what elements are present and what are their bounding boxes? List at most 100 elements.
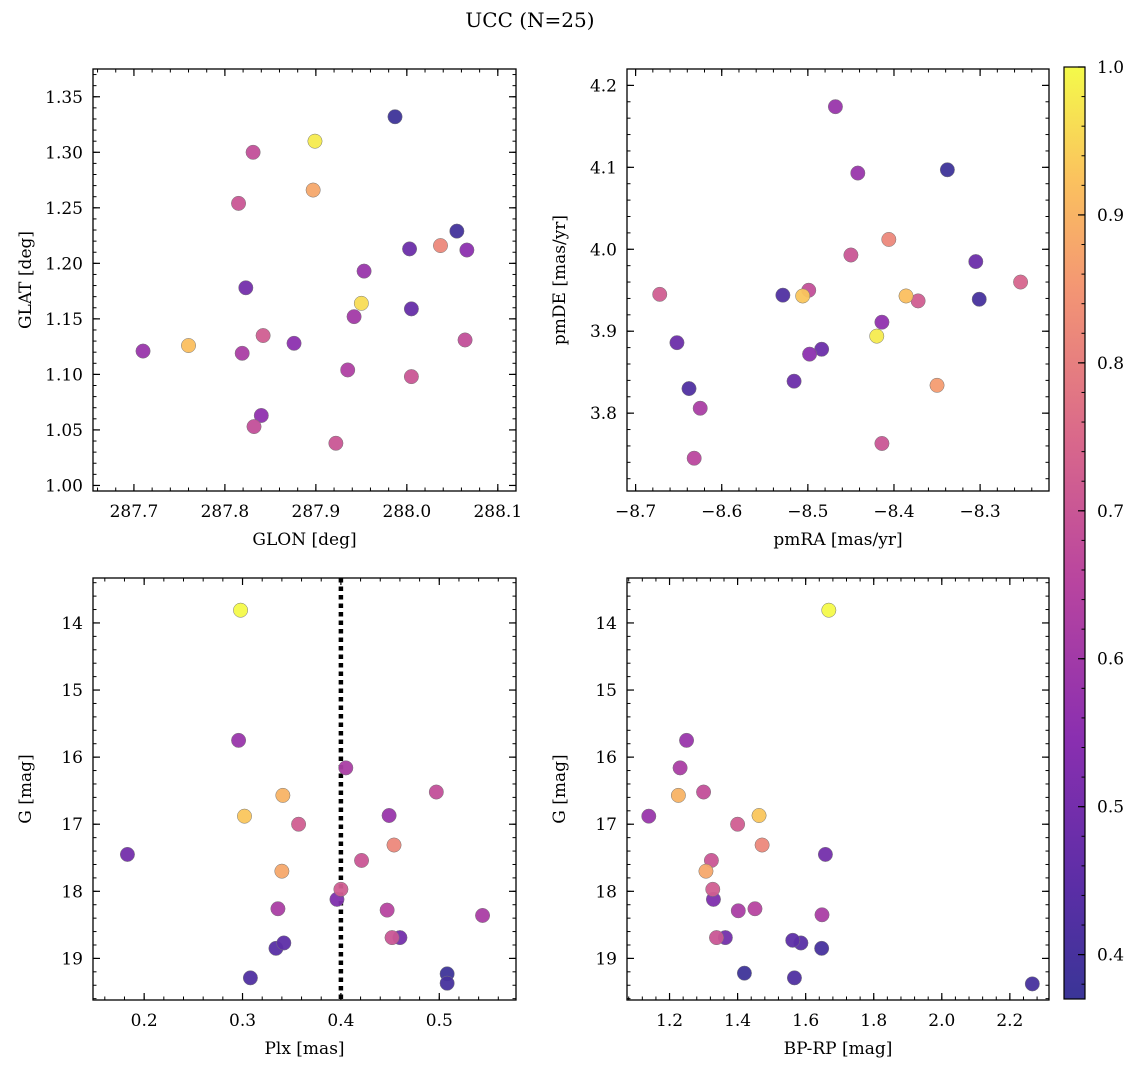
scatter-point bbox=[387, 109, 403, 125]
x-tick-label: −8.7 bbox=[615, 502, 656, 522]
scatter-point bbox=[696, 784, 712, 800]
scatter-point bbox=[786, 373, 802, 389]
scatter-point bbox=[403, 301, 419, 317]
scatter-point bbox=[245, 144, 261, 160]
scatter-point bbox=[119, 846, 135, 862]
scatter-point bbox=[754, 837, 770, 853]
scatter-point bbox=[274, 863, 290, 879]
scatter-point bbox=[705, 881, 721, 897]
scatter-point bbox=[346, 309, 362, 325]
y-tick-label: 1.15 bbox=[45, 310, 83, 330]
y-tick-label: 1.35 bbox=[45, 88, 83, 108]
y-tick-label: 16 bbox=[61, 748, 83, 768]
colorbar: 0.4 0.5 0.6 0.7 0.8 0.9 1.0 bbox=[1063, 58, 1124, 1000]
colorbar-frame bbox=[1063, 66, 1086, 1000]
x-axis-label: Plx [mas] bbox=[264, 1039, 344, 1059]
scatter-point bbox=[869, 328, 885, 344]
plot-frame bbox=[92, 68, 517, 492]
figure-title: UCC (N=25) bbox=[465, 8, 595, 32]
x-tick-label: 0.3 bbox=[229, 1011, 256, 1031]
x-tick-label: 1.6 bbox=[792, 1011, 819, 1031]
x-tick-label: −8.6 bbox=[701, 502, 742, 522]
scatter-point bbox=[670, 787, 686, 803]
y-axis-label: G [mag] bbox=[550, 754, 570, 823]
scatter-point bbox=[428, 784, 444, 800]
scatter-point bbox=[403, 369, 419, 385]
x-tick-label: 0.5 bbox=[426, 1011, 453, 1031]
y-tick-label: 1.30 bbox=[45, 143, 83, 163]
x-axis-label: BP-RP [mag] bbox=[784, 1039, 893, 1059]
scatter-point bbox=[354, 853, 370, 868]
x-tick-label: 1.4 bbox=[724, 1011, 751, 1031]
scatter-point bbox=[356, 263, 372, 279]
colorbar-gradient bbox=[1064, 67, 1085, 999]
y-tick-label: 4.0 bbox=[590, 240, 617, 260]
scatter-point bbox=[971, 291, 987, 307]
scatter-point bbox=[238, 280, 254, 296]
scatter-point bbox=[929, 377, 945, 393]
scatter-point bbox=[439, 975, 455, 991]
y-tick-label: 1.10 bbox=[45, 365, 83, 385]
scatter-point bbox=[692, 400, 708, 416]
scatter-point bbox=[786, 970, 802, 986]
scatter-point bbox=[698, 863, 714, 879]
y-tick-label: 1.25 bbox=[45, 199, 83, 219]
scatter-point bbox=[475, 908, 491, 923]
x-tick-label: −8.5 bbox=[787, 502, 828, 522]
x-tick-label: 1.2 bbox=[656, 1011, 683, 1031]
y-axis-label: GLAT [deg] bbox=[16, 231, 36, 329]
x-tick-label: 287.9 bbox=[292, 502, 341, 522]
scatter-point bbox=[234, 345, 250, 361]
y-tick-label: 19 bbox=[61, 949, 83, 969]
scatter-point bbox=[379, 902, 395, 918]
colorbar-tick-label: 0.6 bbox=[1097, 650, 1124, 670]
scatter-point bbox=[242, 970, 258, 986]
scatter-point bbox=[291, 816, 307, 832]
x-tick-label: 288.1 bbox=[473, 502, 522, 522]
scatter-point bbox=[669, 335, 685, 351]
y-tick-label: 14 bbox=[595, 614, 617, 634]
scatter-point bbox=[968, 254, 984, 270]
scatter-point bbox=[1024, 976, 1040, 992]
scatter-point bbox=[736, 965, 752, 981]
x-tick-label: 1.8 bbox=[860, 1011, 887, 1031]
scatter-point bbox=[449, 223, 465, 239]
scatter-point bbox=[386, 837, 402, 853]
scatter-point bbox=[814, 907, 830, 923]
x-tick-label: 0.4 bbox=[327, 1011, 354, 1031]
panel-plx-g: 0.2 0.3 0.4 0.5 14 15 16 17 18 19 Plx [mas] G [mag] bbox=[16, 577, 517, 1059]
y-tick-label: 1.00 bbox=[45, 476, 83, 496]
scatter-point bbox=[231, 732, 247, 748]
scatter-point bbox=[730, 903, 746, 919]
scatter-point bbox=[246, 419, 262, 435]
colorbar-tick-label: 0.7 bbox=[1097, 502, 1124, 522]
y-tick-label: 15 bbox=[595, 681, 617, 701]
scatter-point bbox=[874, 436, 890, 451]
scatter-point bbox=[307, 133, 323, 149]
scatter-point bbox=[795, 288, 811, 304]
scatter-point bbox=[381, 808, 397, 823]
scatter-point bbox=[874, 314, 890, 330]
scatter-point bbox=[652, 286, 668, 302]
scatter-point bbox=[459, 242, 475, 258]
y-tick-label: 17 bbox=[595, 815, 617, 835]
scatter-point bbox=[827, 99, 843, 115]
panel-pmra-pmde: −8.7 −8.6 −8.5 −8.4 −8.3 3.8 3.9 4.0 4.1 4.2 pmRA … bbox=[550, 68, 1050, 550]
y-tick-label: 18 bbox=[595, 882, 617, 902]
scatter-point bbox=[433, 238, 448, 254]
scatter-point bbox=[384, 930, 400, 946]
scatter-point bbox=[814, 940, 830, 956]
y-tick-label: 17 bbox=[61, 815, 83, 835]
y-tick-label: 19 bbox=[595, 949, 617, 969]
scatter-point bbox=[898, 288, 914, 304]
scatter-point bbox=[709, 930, 724, 946]
scatter-point bbox=[253, 408, 269, 423]
x-tick-label: −8.3 bbox=[959, 502, 1000, 522]
y-axis-label: G [mag] bbox=[16, 754, 36, 823]
scatter-point bbox=[233, 602, 249, 618]
y-tick-label: 1.20 bbox=[45, 254, 83, 274]
scatter-point bbox=[681, 381, 697, 397]
x-axis-label: pmRA [mas/yr] bbox=[773, 530, 902, 550]
y-axis-label: pmDE [mas/yr] bbox=[550, 215, 570, 345]
